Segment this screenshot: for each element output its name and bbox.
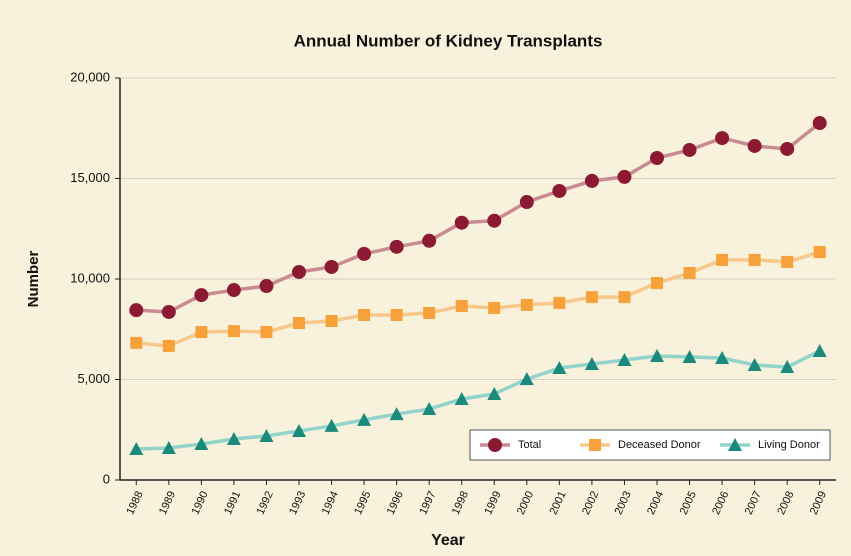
legend-marker (488, 438, 502, 452)
y-tick-label: 20,000 (70, 69, 110, 84)
data-point (422, 233, 437, 248)
data-point (651, 277, 663, 290)
data-point (454, 215, 469, 230)
data-point (780, 141, 795, 156)
data-point (357, 412, 372, 426)
legend-label: Total (518, 439, 541, 451)
data-point (780, 360, 795, 374)
data-point (130, 336, 143, 349)
data-point (293, 317, 305, 330)
data-point (195, 326, 208, 339)
data-point (519, 372, 534, 386)
data-point (812, 343, 827, 357)
series-line (136, 349, 821, 451)
data-point (812, 116, 827, 131)
data-point (584, 173, 599, 188)
data-point (487, 386, 502, 400)
data-point (389, 407, 404, 421)
legend-label: Living Donor (758, 439, 820, 451)
data-point (650, 348, 664, 362)
data-point (650, 150, 664, 165)
data-point (129, 303, 144, 318)
data-point (390, 308, 403, 321)
legend-marker (589, 439, 601, 451)
legend-box (469, 429, 831, 461)
data-point (325, 315, 338, 328)
series-line (136, 121, 821, 314)
data-point (422, 402, 437, 416)
data-point (162, 339, 175, 352)
data-point (552, 361, 567, 375)
data-point (259, 279, 274, 294)
data-point (519, 195, 534, 210)
legend-label: Deceased Donor (618, 439, 701, 451)
data-point (194, 437, 209, 451)
data-point (552, 183, 567, 198)
y-tick-label: 10,000 (70, 270, 110, 285)
data-point (553, 296, 566, 309)
data-point (260, 326, 273, 339)
data-point (520, 298, 533, 311)
data-point (682, 349, 697, 363)
y-axis-title: Number (25, 251, 42, 308)
data-point (226, 431, 241, 445)
data-point (618, 291, 631, 304)
series-line (136, 250, 821, 348)
data-point (487, 213, 502, 228)
y-tick-label: 15,000 (70, 170, 110, 185)
x-axis-title: Year (431, 532, 465, 549)
data-point (747, 358, 762, 372)
data-point (617, 169, 632, 184)
legend: Total Deceased Donor Living Donor (469, 429, 831, 461)
data-point (161, 441, 176, 455)
y-tick-label: 0 (103, 471, 110, 486)
data-point (324, 259, 339, 274)
data-point (715, 131, 730, 146)
data-point (747, 138, 762, 153)
data-point (455, 299, 468, 312)
data-point (716, 253, 729, 266)
data-point (488, 301, 501, 314)
data-point (292, 423, 306, 437)
data-point (715, 350, 730, 364)
data-point (585, 291, 598, 304)
data-point (454, 391, 469, 405)
data-point (617, 353, 632, 367)
data-point (813, 246, 826, 259)
data-point (324, 418, 339, 432)
legend-marker (728, 438, 742, 451)
data-point (357, 246, 372, 261)
data-point (423, 306, 436, 319)
data-point (584, 357, 599, 371)
data-point (129, 442, 144, 456)
data-point (748, 253, 761, 266)
data-point (227, 325, 240, 338)
y-tick-label: 5,000 (77, 371, 110, 386)
data-point (683, 266, 696, 279)
data-point (226, 283, 241, 298)
data-point (259, 428, 274, 442)
data-point (389, 239, 404, 254)
data-point (682, 142, 697, 157)
chart-title: Annual Number of Kidney Transplants (294, 31, 603, 50)
data-point (358, 308, 371, 321)
data-point (292, 264, 306, 279)
data-point (194, 288, 209, 303)
data-point (781, 255, 794, 268)
data-point (161, 304, 176, 319)
